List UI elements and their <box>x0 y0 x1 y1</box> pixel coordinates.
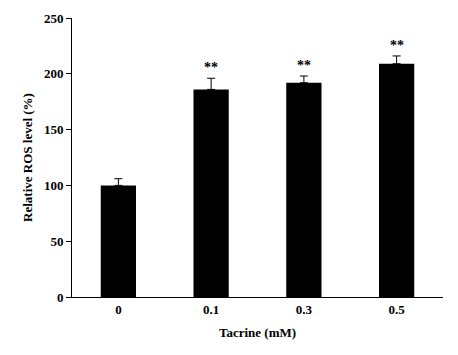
svg-text:**: ** <box>390 38 404 53</box>
svg-text:Relative ROS level (%): Relative ROS level (%) <box>20 93 35 222</box>
svg-text:**: ** <box>297 58 311 73</box>
svg-text:0.5: 0.5 <box>389 302 406 317</box>
svg-text:50: 50 <box>50 234 63 249</box>
svg-text:250: 250 <box>44 11 64 26</box>
svg-text:150: 150 <box>44 122 64 137</box>
svg-text:100: 100 <box>44 178 64 193</box>
svg-text:**: ** <box>204 60 218 75</box>
svg-text:200: 200 <box>44 66 64 81</box>
svg-text:0.1: 0.1 <box>203 302 219 317</box>
svg-text:0: 0 <box>57 290 64 305</box>
svg-text:0: 0 <box>115 302 122 317</box>
svg-text:Tacrine (mM): Tacrine (mM) <box>219 325 296 340</box>
svg-text:0.3: 0.3 <box>296 302 313 317</box>
